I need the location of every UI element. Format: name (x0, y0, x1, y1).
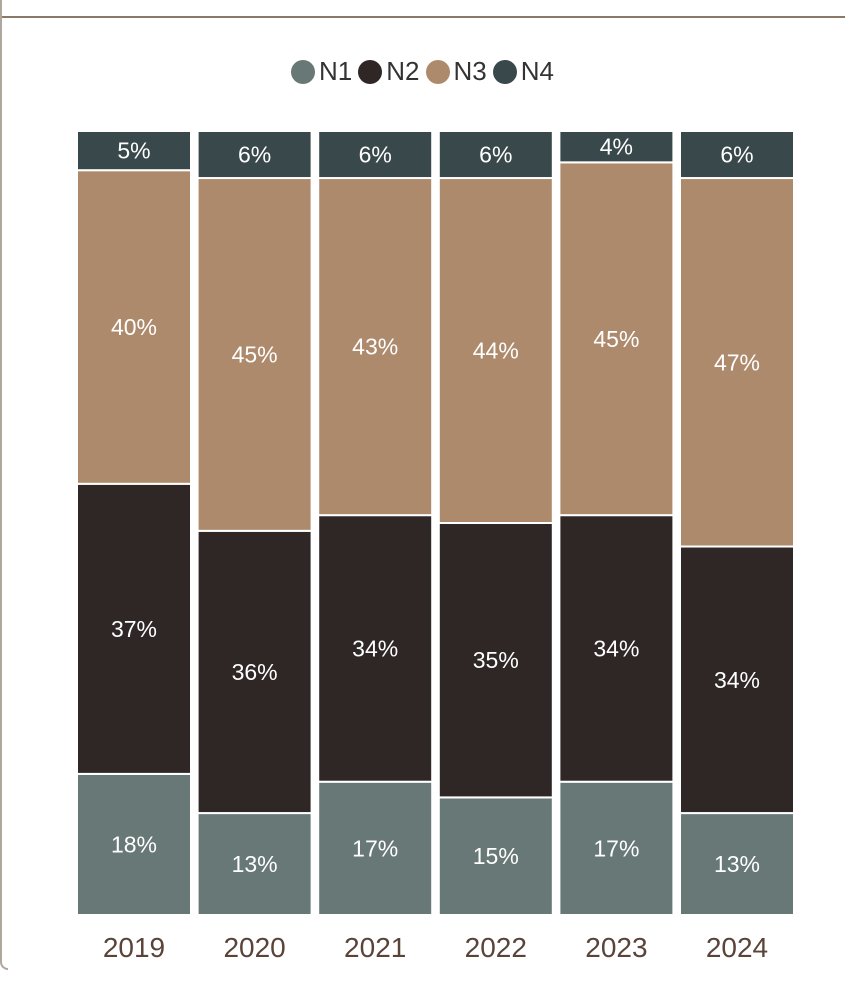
legend-label-n1: N1 (319, 56, 353, 86)
bar-segment-n2-2023[interactable] (558, 514, 675, 783)
x-tick-label-2021: 2021 (344, 932, 406, 963)
bar-segment-n4-2019[interactable] (76, 130, 192, 172)
legend-item-n4[interactable]: N4 (492, 56, 554, 87)
x-tick-label-2020: 2020 (223, 932, 285, 963)
bar-segment-n1-2020[interactable] (196, 812, 313, 917)
data-label-n2-2021: 34% (352, 635, 398, 661)
bar-segment-n4-2020[interactable] (196, 130, 313, 180)
data-label-n2-2020: 36% (232, 659, 278, 685)
bar-segment-n2-2022[interactable] (437, 522, 554, 799)
data-label-n2-2023: 34% (593, 635, 639, 661)
data-label-n4-2023: 4% (600, 134, 633, 160)
data-label-n2-2024: 34% (714, 667, 760, 693)
data-label-n1-2023: 17% (593, 835, 639, 861)
data-label-n4-2022: 6% (479, 142, 512, 168)
data-label-n4-2019: 5% (117, 138, 150, 164)
x-tick-label-2023: 2023 (585, 932, 647, 963)
legend-item-n3[interactable]: N3 (425, 56, 487, 87)
data-label-n1-2022: 15% (473, 843, 519, 869)
bar-segment-n3-2020[interactable] (196, 177, 313, 532)
bar-segment-n1-2023[interactable] (558, 780, 675, 916)
panel-top-border (0, 0, 845, 18)
data-label-n1-2019: 18% (111, 831, 157, 857)
bar-segment-n4-2024[interactable] (679, 130, 795, 180)
chart-legend: N1 N2 N3 N4 (0, 56, 845, 87)
data-label-n2-2022: 35% (473, 647, 519, 673)
data-label-n4-2020: 6% (238, 142, 271, 168)
data-label-n1-2021: 17% (352, 835, 398, 861)
legend-item-n2[interactable]: N2 (358, 56, 420, 87)
bar-segment-n3-2023[interactable] (558, 161, 675, 517)
bar-segment-n4-2023[interactable] (558, 130, 675, 164)
bar-segment-n1-2022[interactable] (437, 796, 554, 917)
legend-label-n2: N2 (386, 56, 420, 86)
bar-segment-n1-2024[interactable] (679, 812, 795, 917)
data-label-n3-2019: 40% (111, 314, 157, 340)
bar-segment-n1-2021[interactable] (317, 780, 434, 916)
bar-segment-n3-2022[interactable] (437, 177, 554, 524)
data-label-n1-2024: 13% (714, 851, 760, 877)
data-label-n4-2021: 6% (359, 142, 392, 168)
legend-swatch-n3 (425, 59, 450, 84)
bar-segment-n2-2024[interactable] (679, 545, 795, 815)
legend-item-n1[interactable]: N1 (291, 56, 352, 87)
x-tick-label-2024: 2024 (706, 932, 768, 963)
panel-left-border (0, 0, 8, 970)
data-label-n3-2022: 44% (473, 338, 519, 364)
data-label-n2-2019: 37% (111, 616, 157, 642)
bar-segment-n3-2024[interactable] (679, 177, 795, 548)
bar-segment-n4-2022[interactable] (437, 130, 554, 180)
bar-segment-n2-2019[interactable] (76, 482, 192, 775)
bar-segment-n3-2021[interactable] (317, 177, 434, 517)
bar-segment-n2-2021[interactable] (317, 514, 434, 783)
data-label-n3-2021: 43% (352, 334, 398, 360)
data-label-n3-2020: 45% (232, 341, 278, 367)
legend-label-n4: N4 (520, 56, 554, 86)
x-tick-label-2022: 2022 (465, 932, 527, 963)
legend-swatch-n4 (492, 59, 517, 84)
legend-swatch-n2 (358, 59, 383, 84)
x-tick-label-2019: 2019 (103, 932, 165, 963)
bar-segment-n4-2021[interactable] (317, 130, 434, 180)
data-label-n1-2020: 13% (232, 851, 278, 877)
data-label-n3-2023: 45% (593, 326, 639, 352)
legend-label-n3: N3 (453, 56, 487, 86)
legend-swatch-n1 (291, 59, 315, 84)
data-label-n4-2024: 6% (720, 142, 753, 168)
bar-segment-n3-2019[interactable] (76, 169, 192, 485)
data-label-n3-2024: 47% (714, 349, 760, 375)
